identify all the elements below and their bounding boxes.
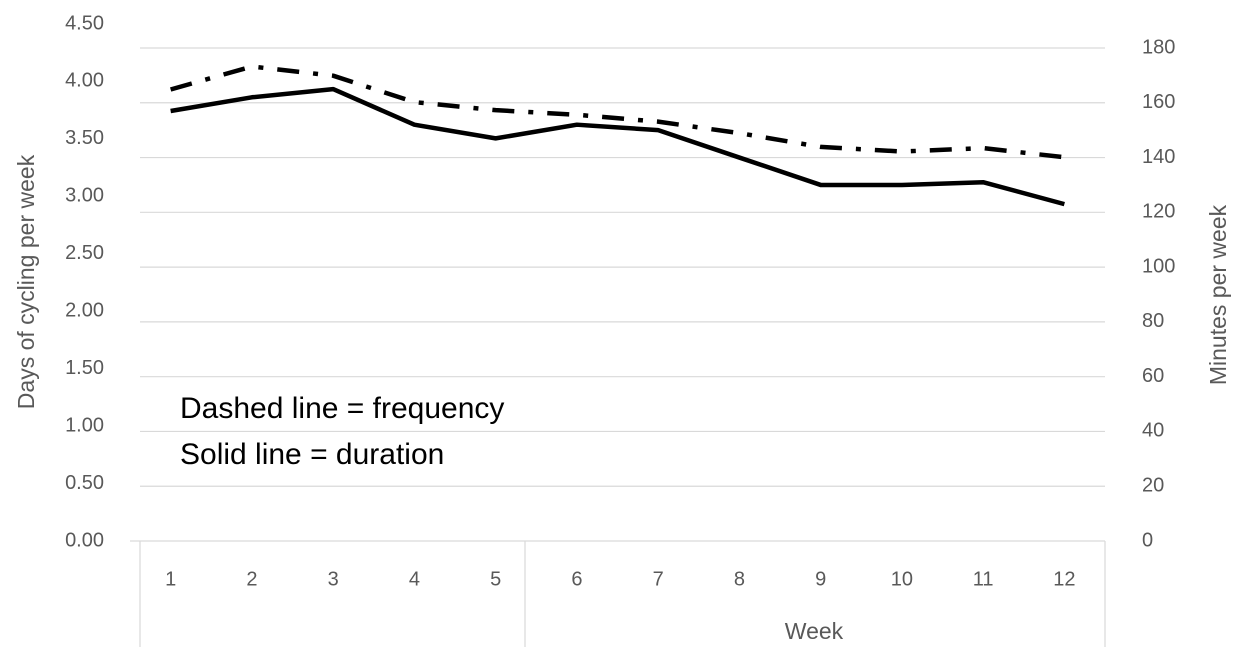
y2-tick-label: 80: [1142, 310, 1164, 332]
x-tick-label: 5: [490, 568, 501, 590]
y2-tick-label: 60: [1142, 365, 1164, 387]
y2-tick-label: 100: [1142, 255, 1175, 277]
y2-tick-label: 0: [1142, 529, 1153, 551]
y2-tick-label: 120: [1142, 201, 1175, 223]
y-tick-label: 0.50: [65, 472, 104, 494]
x-tick-label: 9: [815, 568, 826, 590]
y-tick-label: 4.50: [65, 12, 104, 34]
x-tick-label: 2: [246, 568, 257, 590]
annotation: Dashed line = frequency: [180, 392, 504, 425]
y2-tick-label: 180: [1142, 36, 1175, 58]
y2-axis-title: Minutes per week: [1205, 204, 1231, 385]
series-line: [170, 86, 1065, 207]
y-tick-label: 1.50: [65, 357, 104, 379]
y-tick-label: 1.00: [65, 414, 104, 436]
y-tick-label: 0.00: [65, 529, 104, 551]
y-tick-label: 3.00: [65, 185, 104, 207]
y2-tick-label: 40: [1142, 420, 1164, 442]
annotation: Solid line = duration: [180, 438, 444, 471]
y-tick-label: 3.50: [65, 127, 104, 149]
y-axis-title: Days of cycling per week: [13, 154, 39, 409]
x-tick-label: 12: [1053, 568, 1075, 590]
series-line: [170, 64, 1065, 160]
x-tick-label: 4: [409, 568, 420, 590]
y2-tick-label: 160: [1142, 91, 1175, 113]
y-tick-label: 2.50: [65, 242, 104, 264]
x-tick-label: 6: [571, 568, 582, 590]
x-tick-label: 7: [653, 568, 664, 590]
x-tick-label: 8: [734, 568, 745, 590]
y2-tick-label: 20: [1142, 475, 1164, 497]
x-tick-label: 3: [328, 568, 339, 590]
x-axis-frame: [130, 540, 1106, 647]
y2-tick-label: 140: [1142, 146, 1175, 168]
y-tick-label: 4.00: [65, 70, 104, 92]
x-tick-label: 11: [973, 568, 994, 590]
x-tick-label: 10: [891, 568, 913, 590]
y-tick-label: 2.00: [65, 300, 104, 322]
x-tick-label: 1: [165, 568, 176, 590]
x-axis-title: Week: [785, 618, 844, 644]
